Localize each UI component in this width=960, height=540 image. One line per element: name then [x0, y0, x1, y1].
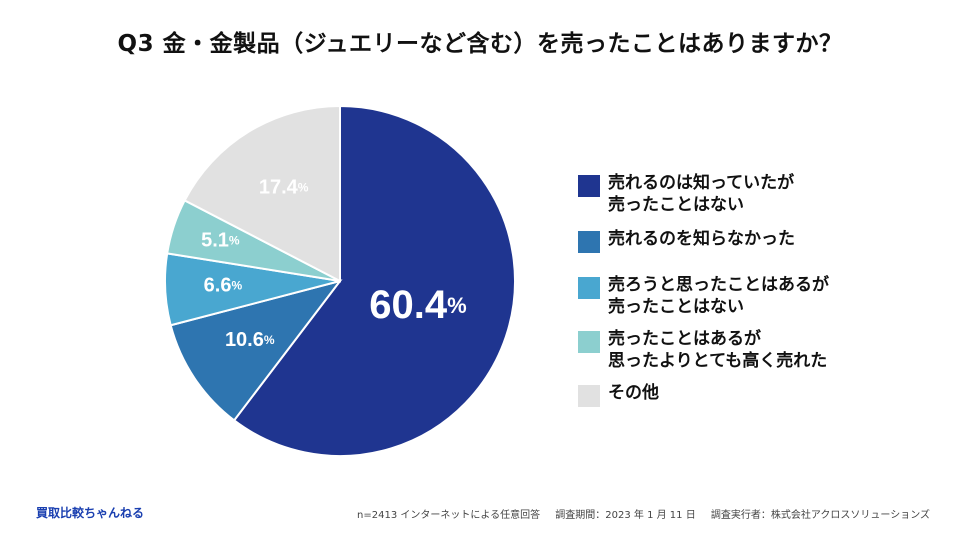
company-note: 調査実行者：株式会社アクロスソリューションズ	[710, 510, 930, 521]
slice-data-label: 6.6%	[204, 275, 243, 297]
legend-label: 売れるのを知らなかった	[608, 228, 938, 250]
slice-data-label: 10.6%	[225, 330, 275, 352]
legend-label: 売ろうと思ったことはあるが 売ったことはない	[608, 274, 938, 318]
sample-note: n=2413 インターネットによる任意回答	[357, 510, 541, 521]
survey-footnote: n=2413 インターネットによる任意回答 調査期間：2023 年 1 月 11…	[357, 506, 930, 521]
legend-label-line: 売ったことはない	[608, 297, 744, 317]
legend-swatch	[578, 231, 600, 253]
legend-label: その他	[608, 382, 938, 404]
slice-data-label: 5.1%	[201, 230, 240, 252]
legend-label-line: 売れるのを知らなかった	[608, 229, 795, 249]
legend-label-line: その他	[608, 383, 659, 403]
brand-name: 買取比較ちゃんねる	[36, 506, 145, 520]
legend-label-line: 売れるのは知っていたが	[608, 173, 795, 193]
slice-data-label: 60.4%	[369, 283, 466, 327]
legend-item: 売れるのを知らなかった	[578, 228, 938, 253]
legend-swatch	[578, 331, 600, 353]
legend-swatch	[578, 277, 600, 299]
legend-label-line: 売ろうと思ったことはあるが	[608, 275, 829, 295]
legend-label-line: 売ったことはあるが	[608, 329, 761, 349]
period-note: 調査期間：2023 年 1 月 11 日	[555, 510, 696, 521]
pie-slice	[169, 279, 343, 422]
legend-item: 売ろうと思ったことはあるが 売ったことはない	[578, 274, 938, 318]
chart-title: Q3 金・金製品（ジュエリーなど含む）を売ったことはありますか？	[117, 31, 843, 57]
legend-label-line: 思ったよりとても高く売れた	[608, 351, 828, 371]
legend-label: 売ったことはあるが 思ったよりとても高く売れた	[608, 328, 938, 372]
legend-item: その他	[578, 382, 938, 407]
pie-slice	[232, 104, 516, 457]
legend-swatch	[578, 385, 600, 407]
pie-chart: 60.4% 10.6% 6.6% 5.1% 17.4%	[164, 104, 516, 457]
legend-label-line: 売ったことはない	[608, 195, 744, 215]
legend-label: 売れるのは知っていたが 売ったことはない	[608, 172, 938, 216]
pie-slice	[183, 104, 341, 283]
legend-swatch	[578, 175, 600, 197]
slice-data-label: 17.4%	[259, 177, 309, 199]
legend-item: 売ったことはあるが 思ったよりとても高く売れた	[578, 328, 938, 372]
legend-item: 売れるのは知っていたが 売ったことはない	[578, 172, 938, 216]
